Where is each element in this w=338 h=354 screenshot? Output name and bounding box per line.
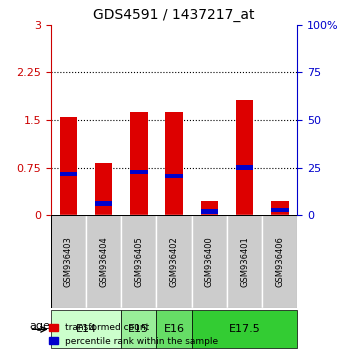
Text: GSM936401: GSM936401	[240, 236, 249, 287]
Text: E17.5: E17.5	[229, 324, 261, 334]
Title: GDS4591 / 1437217_at: GDS4591 / 1437217_at	[93, 8, 255, 22]
Text: GSM936403: GSM936403	[64, 236, 73, 287]
Text: GSM936400: GSM936400	[205, 236, 214, 287]
Text: E15: E15	[128, 324, 149, 334]
FancyBboxPatch shape	[121, 215, 156, 308]
Legend: transformed count, percentile rank within the sample: transformed count, percentile rank withi…	[45, 320, 222, 349]
Bar	[200, 209, 218, 213]
Bar	[95, 201, 112, 206]
Text: age: age	[30, 321, 51, 331]
Bar	[59, 117, 77, 215]
Bar	[95, 163, 112, 215]
Bar	[165, 173, 183, 178]
Bar	[130, 112, 148, 215]
Text: E14: E14	[75, 324, 97, 334]
FancyBboxPatch shape	[86, 215, 121, 308]
Text: GSM936404: GSM936404	[99, 236, 108, 287]
Text: GSM936405: GSM936405	[134, 236, 143, 287]
Bar	[271, 201, 289, 215]
Bar	[236, 165, 254, 170]
Bar	[236, 99, 254, 215]
Text: GSM936402: GSM936402	[170, 236, 178, 287]
FancyBboxPatch shape	[262, 215, 297, 308]
FancyBboxPatch shape	[156, 215, 192, 308]
FancyBboxPatch shape	[51, 215, 86, 308]
Text: GSM936406: GSM936406	[275, 236, 284, 287]
Text: E16: E16	[164, 324, 185, 334]
Bar	[130, 170, 148, 174]
FancyBboxPatch shape	[51, 310, 121, 348]
Bar	[59, 172, 77, 176]
FancyBboxPatch shape	[121, 310, 156, 348]
FancyBboxPatch shape	[227, 215, 262, 308]
FancyBboxPatch shape	[192, 215, 227, 308]
FancyBboxPatch shape	[156, 310, 192, 348]
Bar	[271, 208, 289, 212]
Bar	[200, 201, 218, 215]
FancyBboxPatch shape	[192, 310, 297, 348]
Bar	[165, 112, 183, 215]
